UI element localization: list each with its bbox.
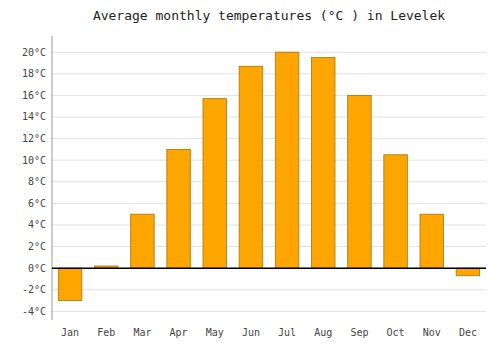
bars [52,52,486,300]
grid-line [52,52,486,53]
bar [58,268,82,300]
y-tick-label: 0°C [28,263,46,274]
x-axis-ticks: Jan Feb Mar Apr May Jun Jul Aug Sep Oct Nov Dec [61,327,477,338]
bar [275,52,299,268]
y-tick-label: 16°C [22,90,46,101]
y-tick-label: 6°C [28,198,46,209]
grid-line [52,203,486,204]
bar [311,58,335,269]
y-tick-label: 2°C [28,241,46,252]
grid-line [52,268,486,269]
bar [239,66,263,268]
chart-svg: Average monthly temperatures (°C ) in Le… [0,0,500,350]
bar [131,214,155,268]
y-axis-line [52,36,53,320]
x-tick-label: Dec [459,327,477,338]
y-tick-label: 18°C [22,68,46,79]
x-tick-label: Mar [133,327,151,338]
x-tick-label: Jan [61,327,79,338]
grid-line [52,138,486,139]
y-tick-label: -2°C [22,284,46,295]
y-tick-label: 10°C [22,155,46,166]
grid [52,52,486,311]
x-tick-label: Aug [314,327,332,338]
x-tick-label: Sep [350,327,368,338]
x-tick-label: Oct [387,327,405,338]
y-tick-label: 14°C [22,111,46,122]
grid-line [52,181,486,182]
grid-line [52,311,486,312]
bar [420,214,444,268]
x-tick-label: Jun [242,327,260,338]
x-tick-label: Jul [278,327,296,338]
grid-line [52,95,486,96]
bar [203,99,227,269]
y-tick-label: 20°C [22,47,46,58]
zero-line [52,267,486,269]
chart-container: Average monthly temperatures (°C ) in Le… [0,0,500,350]
x-tick-label: Feb [97,327,115,338]
x-tick-label: Nov [423,327,441,338]
bar [384,155,408,268]
bar [456,268,480,276]
bar [167,149,191,268]
x-tick-label: Apr [170,327,188,338]
title: Average monthly temperatures (°C ) in Le… [93,8,445,23]
bar [348,95,372,268]
x-tick-label: May [206,327,224,338]
grid-line [52,160,486,161]
y-axis-ticks: -4°C -2°C 0°C 2°C 4°C 6°C 8°C 10°C 12°C 14°C 16°C 1… [22,47,46,317]
grid-line [52,73,486,74]
y-tick-label: 8°C [28,176,46,187]
y-tick-label: -4°C [22,306,46,317]
grid-line [52,289,486,290]
y-tick-label: 12°C [22,133,46,144]
y-tick-label: 4°C [28,219,46,230]
grid-line [52,116,486,117]
